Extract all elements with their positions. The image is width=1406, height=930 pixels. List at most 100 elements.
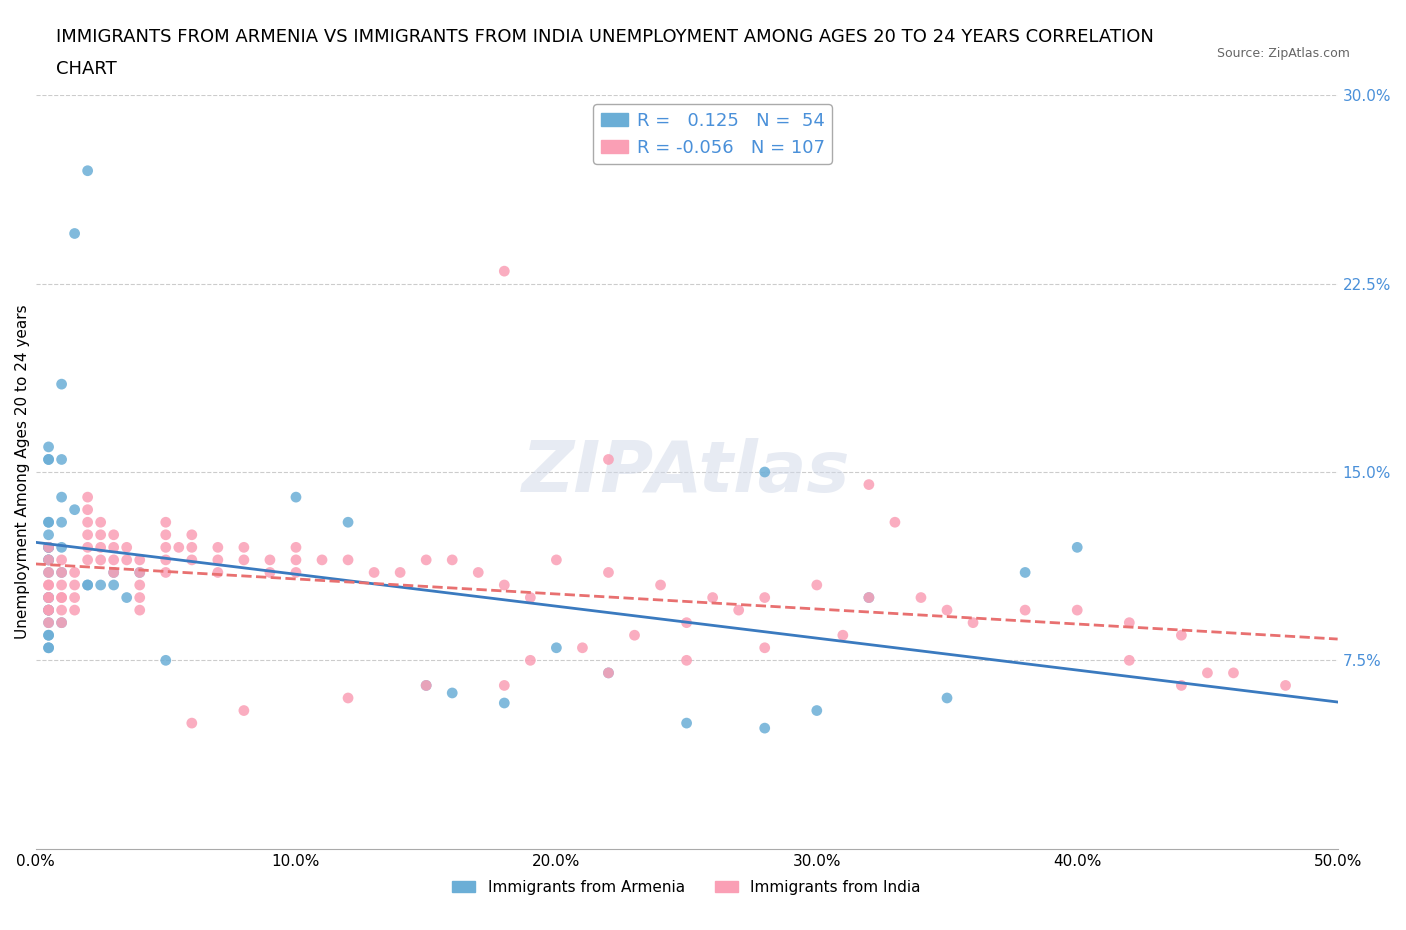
Point [38, 603, 60, 618]
Point [285, 540, 308, 555]
Point [128, 578, 150, 592]
Point [155, 515, 177, 530]
Point [38, 540, 60, 555]
Point [1274, 678, 1296, 693]
Point [38, 628, 60, 643]
Point [115, 540, 138, 555]
Point [155, 565, 177, 580]
Point [128, 565, 150, 580]
Point [494, 578, 516, 592]
Point [38, 591, 60, 605]
Point [389, 565, 412, 580]
Point [1118, 653, 1140, 668]
Point [76, 540, 98, 555]
Point [259, 565, 281, 580]
Point [103, 565, 125, 580]
Point [90, 527, 112, 542]
Point [167, 540, 190, 555]
Point [38, 565, 60, 580]
Point [38, 552, 60, 567]
Point [38, 616, 60, 631]
Point [103, 578, 125, 592]
Point [884, 515, 907, 530]
Point [103, 527, 125, 542]
Point [650, 578, 672, 592]
Point [38, 616, 60, 631]
Point [441, 685, 464, 700]
Point [38, 641, 60, 656]
Point [76, 578, 98, 592]
Point [285, 490, 308, 505]
Point [103, 540, 125, 555]
Point [51, 591, 73, 605]
Point [858, 591, 880, 605]
Point [207, 552, 229, 567]
Legend: R =   0.125   N =  54, R = -0.056   N = 107: R = 0.125 N = 54, R = -0.056 N = 107 [593, 104, 832, 164]
Point [128, 603, 150, 618]
Point [38, 515, 60, 530]
Point [38, 452, 60, 467]
Point [1170, 678, 1192, 693]
Point [831, 628, 853, 643]
Text: Source: ZipAtlas.com: Source: ZipAtlas.com [1216, 46, 1350, 60]
Point [702, 591, 724, 605]
Point [38, 440, 60, 455]
Point [675, 716, 697, 731]
Point [207, 540, 229, 555]
Point [311, 552, 333, 567]
Point [180, 540, 202, 555]
Point [1118, 616, 1140, 631]
Point [38, 452, 60, 467]
Point [155, 653, 177, 668]
Point [38, 540, 60, 555]
Point [38, 527, 60, 542]
Point [38, 578, 60, 592]
Point [38, 591, 60, 605]
Point [76, 164, 98, 179]
Point [90, 552, 112, 567]
Point [180, 716, 202, 731]
Point [285, 565, 308, 580]
Point [90, 515, 112, 530]
Point [415, 678, 437, 693]
Point [806, 703, 828, 718]
Point [858, 477, 880, 492]
Point [546, 552, 568, 567]
Point [155, 540, 177, 555]
Point [38, 552, 60, 567]
Point [51, 552, 73, 567]
Point [76, 578, 98, 592]
Point [115, 591, 138, 605]
Point [38, 515, 60, 530]
Point [51, 616, 73, 631]
Point [128, 552, 150, 567]
Point [598, 666, 620, 681]
Point [1170, 628, 1192, 643]
Point [936, 691, 959, 706]
Point [675, 653, 697, 668]
Point [51, 616, 73, 631]
Text: ZIPAtlas: ZIPAtlas [523, 437, 851, 507]
Point [519, 591, 541, 605]
Point [76, 490, 98, 505]
Point [598, 666, 620, 681]
Point [115, 552, 138, 567]
Point [754, 721, 776, 736]
Point [103, 552, 125, 567]
Point [51, 565, 73, 580]
Point [415, 678, 437, 693]
Point [754, 465, 776, 480]
Point [155, 527, 177, 542]
Y-axis label: Unemployment Among Ages 20 to 24 years: Unemployment Among Ages 20 to 24 years [15, 305, 30, 639]
Point [1197, 666, 1219, 681]
Point [155, 552, 177, 567]
Point [38, 591, 60, 605]
Point [754, 591, 776, 605]
Point [51, 591, 73, 605]
Point [494, 678, 516, 693]
Point [623, 628, 645, 643]
Point [415, 552, 437, 567]
Point [63, 578, 86, 592]
Text: CHART: CHART [56, 60, 117, 78]
Point [76, 527, 98, 542]
